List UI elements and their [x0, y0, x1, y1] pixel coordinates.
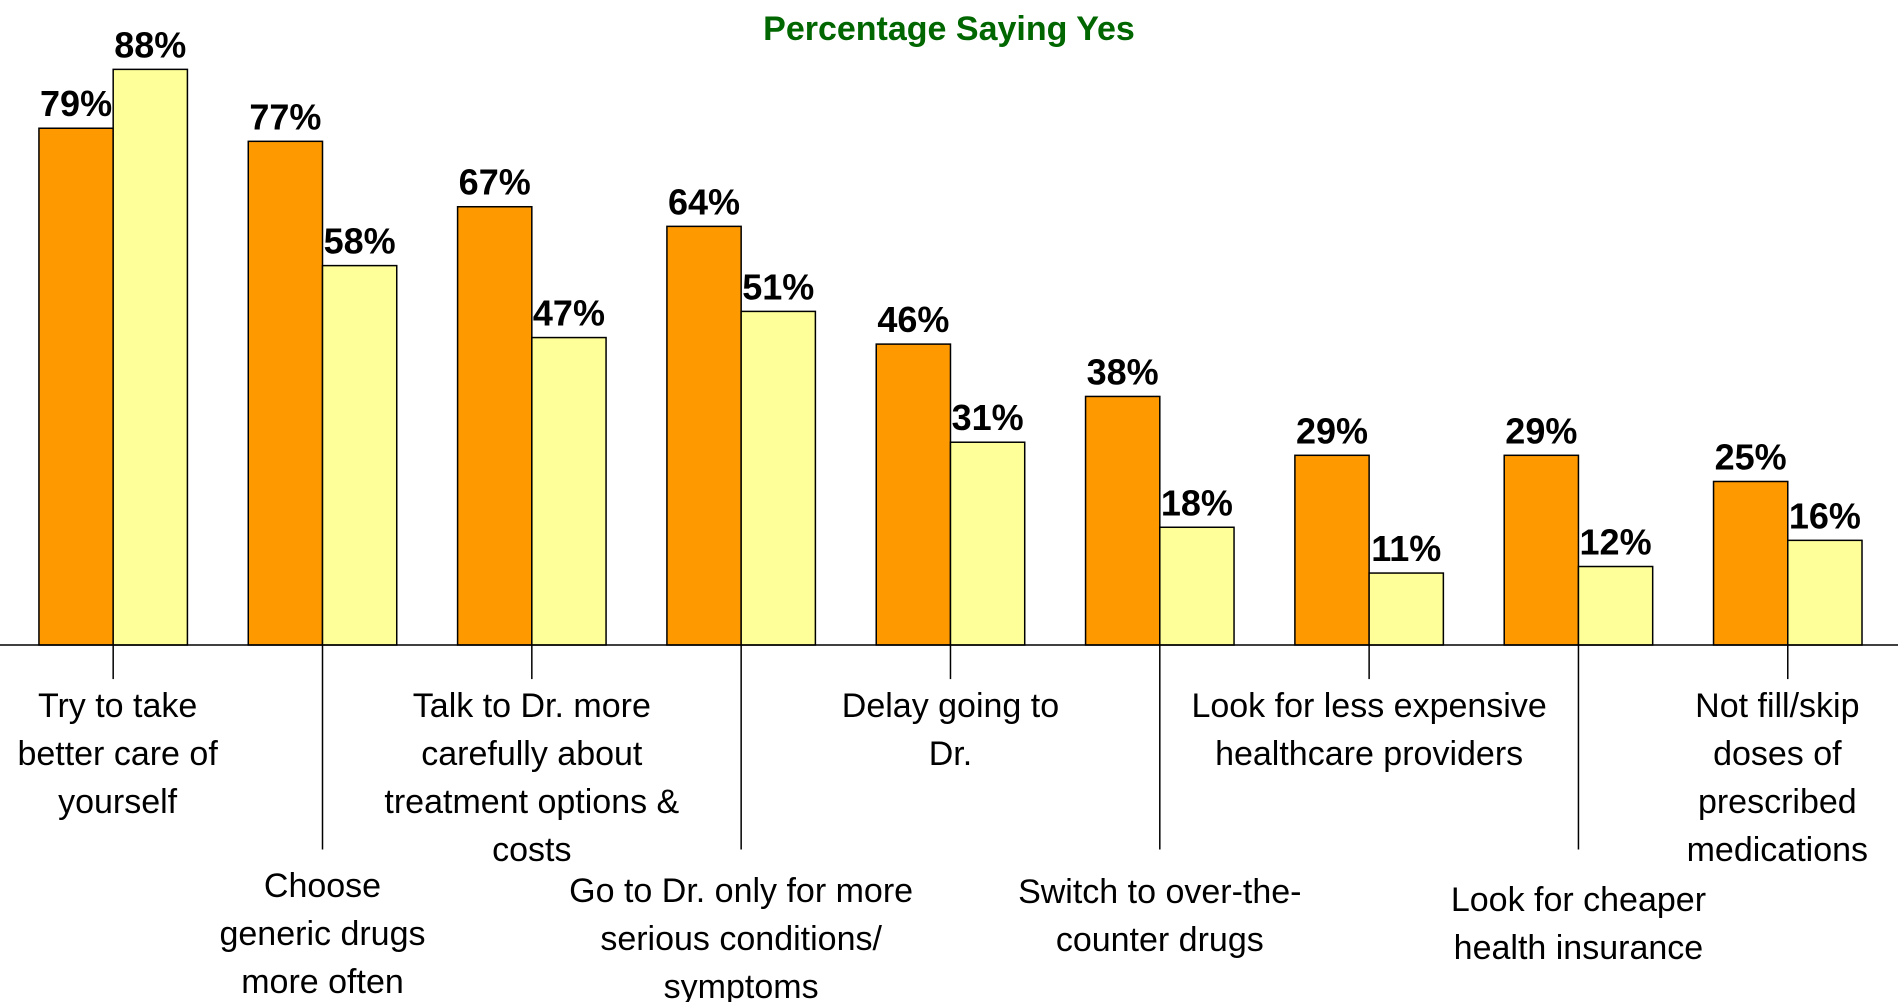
- value-label: 16%: [1789, 495, 1861, 536]
- chart-title: Percentage Saying Yes: [763, 10, 1135, 48]
- bar: [1577, 565, 1654, 646]
- value-label: 18%: [1161, 482, 1233, 523]
- category-label: Not fill/skip doses of prescribed medica…: [1686, 686, 1869, 869]
- category-label: Choose generic drugs more often: [219, 866, 426, 1001]
- category-label: Talk to Dr. more carefully about treatme…: [384, 686, 680, 869]
- value-label: 67%: [459, 162, 531, 203]
- category-label: Look for less expensive healthcare provi…: [1191, 686, 1547, 773]
- bar: [1787, 539, 1863, 646]
- category-label: Go to Dr. only for more serious conditio…: [569, 871, 914, 1002]
- bar: [1159, 526, 1235, 646]
- value-label: 79%: [40, 83, 112, 124]
- category-label: Switch to over-the-counter drugs: [1018, 872, 1302, 959]
- value-label: 25%: [1715, 436, 1787, 477]
- category-label: Delay going to Dr.: [841, 686, 1060, 773]
- bar: [1294, 454, 1370, 646]
- bar: [531, 336, 607, 646]
- value-label: 29%: [1505, 410, 1577, 451]
- value-label: 88%: [114, 24, 186, 65]
- value-label: 31%: [952, 397, 1024, 438]
- bar: [247, 140, 324, 646]
- bar: [456, 205, 533, 646]
- value-label: 51%: [742, 266, 814, 307]
- value-label: 64%: [668, 181, 740, 222]
- value-label: 29%: [1296, 410, 1368, 451]
- bar: [1503, 454, 1580, 646]
- value-label: 11%: [1371, 528, 1441, 569]
- category-label: Look for cheaper health insurance: [1450, 881, 1707, 968]
- bar: [1368, 572, 1445, 646]
- bar: [112, 68, 189, 646]
- bar: [38, 127, 114, 646]
- bar: [1712, 480, 1789, 646]
- bar: [666, 225, 742, 646]
- bar: [1084, 395, 1161, 646]
- bar: [321, 264, 398, 646]
- value-label: 58%: [324, 221, 396, 262]
- value-label: 38%: [1087, 351, 1159, 392]
- value-label: 12%: [1580, 522, 1652, 563]
- value-label: 46%: [877, 299, 949, 340]
- bar: [949, 441, 1026, 646]
- bar: [740, 310, 817, 646]
- value-label: 47%: [533, 293, 605, 334]
- category-label: Try to take better care of yourself: [17, 686, 218, 821]
- value-label: 77%: [249, 96, 321, 137]
- bar: [875, 343, 952, 646]
